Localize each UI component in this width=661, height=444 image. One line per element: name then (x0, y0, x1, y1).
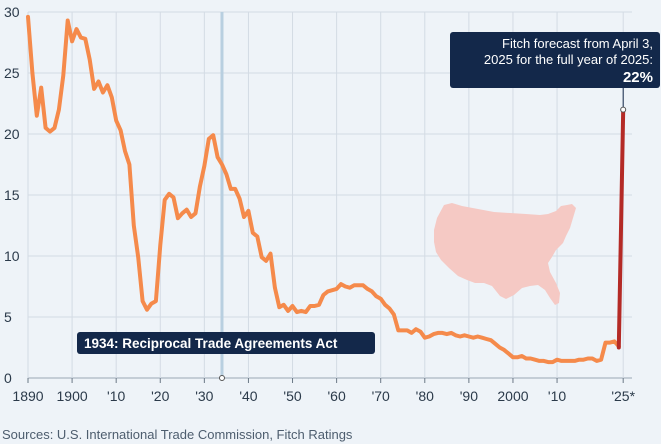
y-tick-label: 5 (4, 309, 12, 325)
x-tick-label: '70 (372, 388, 390, 404)
y-tick-label: 20 (4, 126, 20, 142)
x-tick-label: 1900 (57, 388, 88, 404)
forecast-point (620, 106, 627, 113)
axis-layer: 1890 1900 '10 '20 '30 '40 '50 '60 '70 '80 '90 2000 '… (12, 378, 636, 404)
annotation-layer: Fitch forecast from April 3, 2025 for th… (77, 32, 660, 354)
forecast-callout-box (450, 32, 660, 88)
y-tick-label: 30 (4, 4, 20, 20)
x-tick-label: '40 (239, 388, 257, 404)
x-tick-label: '20 (151, 388, 169, 404)
x-tick-label: 1890 (12, 388, 43, 404)
event-label-text: 1934: Reciprocal Trade Agreements Act (84, 336, 338, 351)
x-tick-label: '10 (548, 388, 566, 404)
y-tick-label: 10 (4, 248, 20, 264)
x-tick-label: '25* (611, 388, 635, 404)
x-tick-label: '30 (195, 388, 213, 404)
forecast-series-line (616, 107, 626, 350)
forecast-callout-line1: Fitch forecast from April 3, (502, 36, 653, 51)
line-layer (26, 14, 627, 381)
event-label-box (77, 332, 375, 354)
x-tick-label: '50 (283, 388, 301, 404)
y-tick-label: 15 (4, 187, 20, 203)
grid-layer: 0 5 10 15 20 25 30 (4, 4, 632, 386)
tariff-series-line (26, 14, 621, 365)
x-tick-label: '60 (327, 388, 345, 404)
forecast-callout-line2: 2025 for the full year of 2025: (484, 52, 653, 67)
y-tick-label: 0 (4, 370, 12, 386)
us-map-icon (434, 203, 576, 305)
event-marker-point (218, 375, 225, 381)
x-tick-label: '90 (460, 388, 478, 404)
x-tick-label: '10 (107, 388, 125, 404)
us-map-shape (434, 203, 576, 305)
source-note: Sources: U.S. International Trade Commis… (2, 427, 353, 442)
x-tick-label: '80 (416, 388, 434, 404)
y-tick-label: 25 (4, 65, 20, 81)
forecast-callout-value: 22% (623, 69, 653, 86)
x-tick-label: 2000 (497, 388, 528, 404)
